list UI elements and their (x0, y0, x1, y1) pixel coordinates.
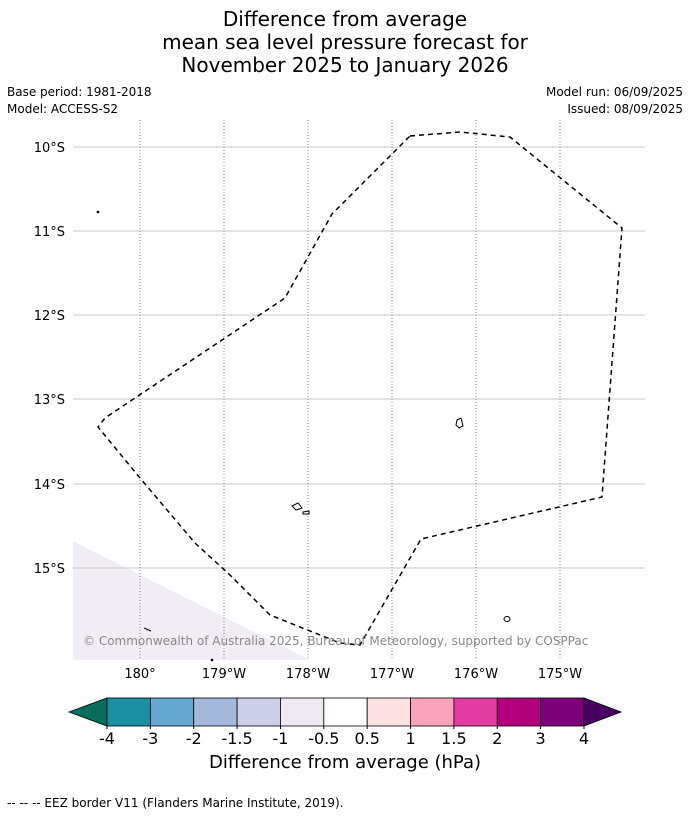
colorbar-bin (236, 697, 281, 727)
colorbar-extend-low (67, 697, 108, 727)
base-period: Base period: 1981-2018 (7, 85, 152, 99)
colorbar-extend-high (583, 697, 623, 727)
issued-date: Issued: 08/09/2025 (567, 102, 683, 116)
model-name: Model: ACCESS-S2 (7, 102, 119, 116)
lon-label-176w: 176°W (454, 667, 498, 682)
colorbar-bin (106, 697, 151, 727)
colorbar-tick-label: -2 (186, 729, 202, 748)
colorbar-tick-label: -3 (142, 729, 158, 748)
island-southeast (503, 616, 511, 622)
eez-border (97, 131, 623, 646)
map-plot-area: 10°S 11°S 12°S 13°S 14°S 15°S 180° 179°W… (34, 120, 645, 682)
lat-label-10s: 10°S (34, 141, 65, 156)
title-line-2: mean sea level pressure forecast for (162, 30, 528, 54)
title-line-3: November 2025 to January 2026 (181, 53, 509, 77)
meta-right: Model run: 06/09/2025 Issued: 08/09/2025 (546, 84, 683, 118)
colorbar-tick-label: -4 (99, 729, 115, 748)
model-run: Model run: 06/09/2025 (545, 85, 683, 99)
colorbar-tick-label: 0.5 (354, 729, 379, 748)
lon-label-180: 180° (124, 667, 155, 682)
colorbar-bin (410, 697, 455, 727)
lon-label-177w: 177°W (370, 667, 414, 682)
lat-label-15s: 15°S (34, 562, 65, 577)
colorbar (67, 697, 623, 727)
lat-label-11s: 11°S (34, 225, 65, 240)
colorbar-tick-label: 3 (536, 729, 546, 748)
colorbar-label: Difference from average (hPa) (208, 752, 482, 773)
colorbar-bin (193, 697, 238, 727)
colorbar-bin (323, 697, 368, 727)
eez-legend-note: -- -- -- EEZ border V11 (Flanders Marine… (7, 796, 344, 810)
colorbar-bin (540, 697, 585, 727)
colorbar-bin (149, 697, 195, 727)
island-southwest (143, 627, 152, 632)
colorbar-tick-label: 2 (492, 729, 502, 748)
colorbar-tick-label: 1.5 (441, 729, 466, 748)
chart-title: Difference from average mean sea level p… (0, 8, 690, 77)
lon-gridlines (139, 120, 561, 660)
colorbar-bin (453, 697, 498, 727)
lat-label-12s: 12°S (34, 309, 65, 324)
lon-label-175w: 175°W (538, 667, 582, 682)
colorbar-tick-label: 1 (405, 729, 415, 748)
lat-label-13s: 13°S (34, 393, 65, 408)
colorbar-bin (496, 697, 542, 727)
colorbar-tick-label: 4 (579, 729, 589, 748)
island-northwest (96, 210, 100, 214)
lat-labels: 10°S 11°S 12°S 13°S 14°S 15°S (34, 141, 65, 577)
title-line-1: Difference from average (222, 7, 468, 31)
meta-left: Base period: 1981-2018 Model: ACCESS-S2 (7, 84, 152, 118)
lat-gridlines (73, 146, 645, 569)
colorbar-bin (366, 697, 411, 727)
colorbar-ticks: -4 -3 -2 -1.5 -1 -0.5 0.5 1 1.5 2 3 4 (99, 726, 589, 748)
colorbar-tick-label: -1.5 (221, 729, 252, 748)
colorbar-bin (280, 697, 325, 727)
colorbar-tick-label: -0.5 (308, 729, 339, 748)
copyright-notice: © Commonwealth of Australia 2025, Bureau… (83, 634, 588, 648)
island-chain-west (291, 502, 310, 515)
island-south (210, 658, 214, 662)
lon-labels: 180° 179°W 178°W 177°W 176°W 175°W (124, 667, 582, 682)
anomaly-shading (73, 541, 310, 660)
lat-label-14s: 14°S (34, 478, 65, 493)
colorbar-tick-label: -1 (272, 729, 288, 748)
island-center (455, 417, 464, 429)
lon-label-179w: 179°W (202, 667, 246, 682)
lon-label-178w: 178°W (286, 667, 330, 682)
islands (96, 210, 511, 662)
